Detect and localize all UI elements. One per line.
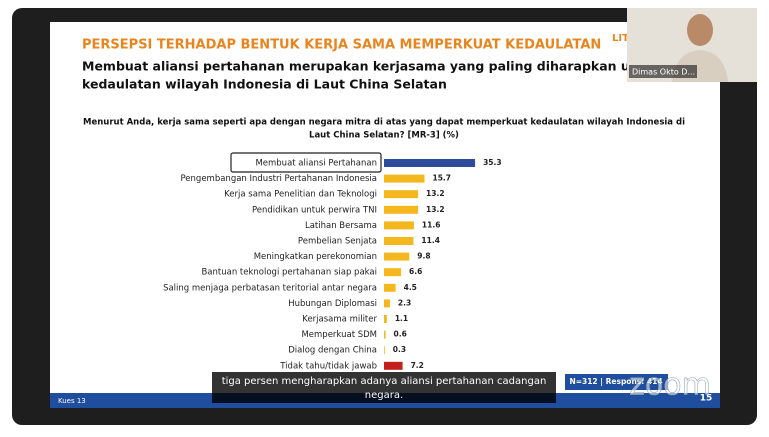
category-label: Pembelian Senjata bbox=[298, 237, 377, 247]
value-label: 9.8 bbox=[417, 252, 430, 261]
value-label: 7.2 bbox=[411, 361, 424, 370]
slide-heading: PERSEPSI TERHADAP BENTUK KERJA SAMA MEMP… bbox=[82, 38, 601, 53]
bar bbox=[384, 361, 403, 370]
category-label: Saling menjaga perbatasan teritorial ant… bbox=[163, 283, 377, 293]
sample-text: N=312 | Respons: 414 bbox=[569, 377, 662, 387]
caption: negara. bbox=[365, 390, 403, 401]
category-label: Pengembangan Industri Pertahanan Indones… bbox=[180, 174, 377, 184]
bar bbox=[384, 315, 387, 323]
sample-box bbox=[565, 374, 668, 390]
value-label: 15.7 bbox=[433, 174, 452, 183]
participant-name: Dimas Okto D... bbox=[632, 68, 695, 77]
bar bbox=[384, 205, 419, 214]
bar bbox=[384, 252, 410, 261]
slide-subtitle: kedaulatan wilayah Indonesia di Laut Chi… bbox=[82, 77, 447, 92]
caption: tiga persen mengharapkan adanya aliansi … bbox=[222, 376, 547, 387]
bar bbox=[384, 330, 386, 339]
category-label: Kerja sama Penelitian dan Teknologi bbox=[224, 190, 377, 200]
highlight-box bbox=[230, 152, 382, 173]
category-label: Kerjasama militer bbox=[302, 315, 377, 325]
bar bbox=[384, 268, 402, 277]
value-label: 0.3 bbox=[393, 345, 406, 354]
footer-left: Kues 13 bbox=[58, 397, 86, 405]
value-label: 35.3 bbox=[483, 158, 502, 167]
bar bbox=[384, 159, 476, 167]
watermark: zoom bbox=[629, 368, 711, 403]
value-label: 13.2 bbox=[426, 205, 445, 214]
value-label: 11.6 bbox=[422, 220, 441, 229]
name-tag bbox=[629, 65, 697, 78]
page-number: 15 bbox=[700, 394, 713, 404]
chart-title: Laut China Selatan? [MR-3] (%) bbox=[309, 131, 459, 141]
bar-chart: Membuat aliansi Pertahanan 35.3 Pengembang… bbox=[163, 158, 502, 371]
category-label: Tidak tahu/tidak jawab bbox=[279, 361, 377, 371]
bar bbox=[384, 237, 414, 245]
category-label: Membuat aliansi Pertahanan bbox=[255, 159, 377, 169]
category-label: Meningkatkan perekonomian bbox=[254, 252, 377, 262]
bar bbox=[384, 190, 419, 199]
category-label: Memperkuat SDM bbox=[301, 330, 377, 340]
participant-head bbox=[687, 14, 713, 46]
category-label: Pendidikan untuk perwira TNI bbox=[252, 205, 377, 215]
value-label: 2.3 bbox=[398, 298, 411, 307]
category-label: Dialog dengan China bbox=[288, 346, 377, 356]
caption-box bbox=[212, 372, 556, 403]
slide-subtitle: Membuat aliansi pertahanan merupakan ker… bbox=[82, 59, 701, 74]
bar bbox=[384, 346, 385, 355]
slide bbox=[50, 22, 720, 408]
value-label: 4.5 bbox=[404, 283, 417, 292]
bar bbox=[384, 174, 425, 183]
value-label: 11.4 bbox=[421, 236, 440, 245]
value-label: 13.2 bbox=[426, 189, 445, 198]
category-label: Latihan Bersama bbox=[305, 221, 377, 231]
value-label: 1.1 bbox=[395, 314, 408, 323]
category-label: Bantuan teknologi pertahanan siap pakai bbox=[201, 268, 377, 278]
bar bbox=[384, 299, 390, 308]
value-label: 6.6 bbox=[409, 267, 422, 276]
bar bbox=[384, 283, 396, 292]
category-label: Hubungan Diplomasi bbox=[288, 299, 377, 309]
chart-title: Menurut Anda, kerja sama seperti apa den… bbox=[83, 118, 685, 128]
bar bbox=[384, 221, 414, 230]
logo: LIT bbox=[612, 33, 629, 44]
value-label: 0.6 bbox=[394, 330, 407, 339]
